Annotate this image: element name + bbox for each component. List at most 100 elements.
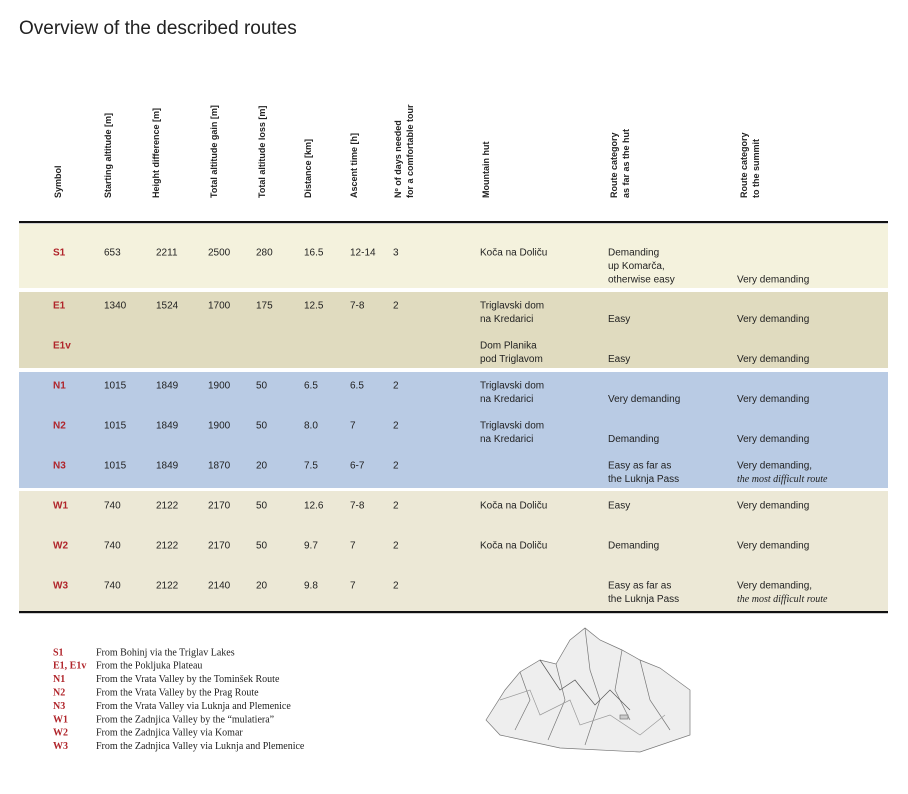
cell: 2211 [156, 248, 178, 259]
cell: 740 [104, 501, 121, 512]
summit-category: Very demanding [737, 354, 809, 365]
cell: 1015 [104, 461, 127, 472]
cell: 740 [104, 581, 121, 592]
cell: 2 [393, 501, 399, 512]
cell: 1524 [156, 301, 179, 312]
cell: 175 [256, 301, 273, 312]
route-symbol: E1v [53, 341, 71, 352]
column-header: Symbol [53, 165, 63, 198]
cell: 7-8 [350, 501, 365, 512]
cell: 1900 [208, 421, 231, 432]
route-symbol: W3 [53, 581, 68, 592]
cell: 7 [350, 541, 356, 552]
legend-symbol: E1, E1v [53, 661, 86, 672]
column-header: to the summit [751, 139, 761, 198]
cell: 1015 [104, 421, 127, 432]
summit-category: Very demanding, [737, 581, 812, 592]
mountain-hut: na Kredarici [480, 394, 533, 405]
route-symbol: S1 [53, 248, 66, 259]
column-header: Route category [739, 132, 749, 198]
cell: 1849 [156, 461, 179, 472]
route-symbol: N3 [53, 461, 66, 472]
cell: 1849 [156, 381, 179, 392]
cell: 6.5 [304, 381, 318, 392]
cell: 12-14 [350, 248, 376, 259]
hut-category: Demanding [608, 434, 659, 445]
cell: 280 [256, 248, 273, 259]
legend-text: From the Zadnjica Valley via Luknja and … [96, 741, 305, 752]
cell: 1340 [104, 301, 127, 312]
cell: 7 [350, 421, 356, 432]
cell: 2 [393, 381, 399, 392]
column-header: Height difference [m] [151, 108, 161, 198]
legend-text: From the Zadnjica Valley by the “mulatie… [96, 714, 274, 725]
mountain-hut: Triglavski dom [480, 301, 544, 312]
legend-symbol: N1 [53, 674, 65, 685]
legend-text: From the Vrata Valley by the Prag Route [96, 687, 259, 698]
cell: 6.5 [350, 381, 364, 392]
legend-symbol: W1 [53, 714, 68, 725]
cell: 50 [256, 381, 268, 392]
mountain-hut: na Kredarici [480, 434, 533, 445]
row-group [19, 372, 888, 488]
row-group [19, 292, 888, 368]
cell: 2 [393, 461, 399, 472]
route-symbol: W1 [53, 501, 68, 512]
legend-symbol: N2 [53, 687, 65, 698]
cell: 12.5 [304, 301, 324, 312]
mountain-hut: Koča na Doliču [480, 501, 547, 512]
rule [19, 221, 888, 224]
cell: 653 [104, 248, 121, 259]
route-symbol: E1 [53, 301, 66, 312]
cell: 2500 [208, 248, 231, 259]
hut-category: Easy as far as [608, 461, 671, 472]
route-symbol: N2 [53, 421, 66, 432]
column-header: Route category [609, 132, 619, 198]
cell: 2 [393, 421, 399, 432]
mountain-hut: pod Triglavom [480, 354, 543, 365]
legend-text: From the Vrata Valley by the Tominšek Ro… [96, 674, 280, 685]
hut-category: up Komarča, [608, 261, 665, 272]
column-header: Nº of days needed [393, 120, 403, 198]
cell: 2 [393, 541, 399, 552]
mountain-hut: Koča na Doliču [480, 541, 547, 552]
mountain-hut: Dom Planika [480, 341, 537, 352]
row-group [19, 224, 888, 288]
summit-note: the most difficult route [737, 474, 828, 485]
hut-category: the Luknja Pass [608, 474, 679, 485]
hut-category: Easy [608, 501, 630, 512]
cell: 2122 [156, 501, 179, 512]
cell: 2170 [208, 541, 231, 552]
hut-category: Easy as far as [608, 581, 671, 592]
cell: 7.5 [304, 461, 318, 472]
legend-text: From the Pokljuka Plateau [96, 661, 202, 672]
cell: 1900 [208, 381, 231, 392]
column-header: Distance [km] [303, 139, 313, 198]
summit-category: Very demanding [737, 394, 809, 405]
cell: 9.7 [304, 541, 318, 552]
cell: 16.5 [304, 248, 324, 259]
column-header: Starting altitude [m] [103, 113, 113, 198]
legend-text: From Bohinj via the Triglav Lakes [96, 647, 235, 658]
hut-category: Easy [608, 314, 630, 325]
summit-category: Very demanding [737, 434, 809, 445]
cell: 2170 [208, 501, 231, 512]
cell: 2 [393, 581, 399, 592]
legend-symbol: W2 [53, 728, 68, 739]
cell: 3 [393, 248, 399, 259]
mountain-hut: Triglavski dom [480, 381, 544, 392]
hut-category: Demanding [608, 541, 659, 552]
cell: 9.8 [304, 581, 318, 592]
legend-text: From the Vrata Valley via Luknja and Ple… [96, 701, 291, 712]
legend-symbol: N3 [53, 701, 65, 712]
row-group [19, 491, 888, 612]
route-symbol: N1 [53, 381, 66, 392]
page-title: Overview of the described routes [19, 18, 297, 39]
rule [19, 611, 888, 614]
cell: 2122 [156, 581, 179, 592]
cell: 1700 [208, 301, 231, 312]
cell: 20 [256, 461, 268, 472]
cell: 2 [393, 301, 399, 312]
legend-symbol: S1 [53, 647, 64, 658]
